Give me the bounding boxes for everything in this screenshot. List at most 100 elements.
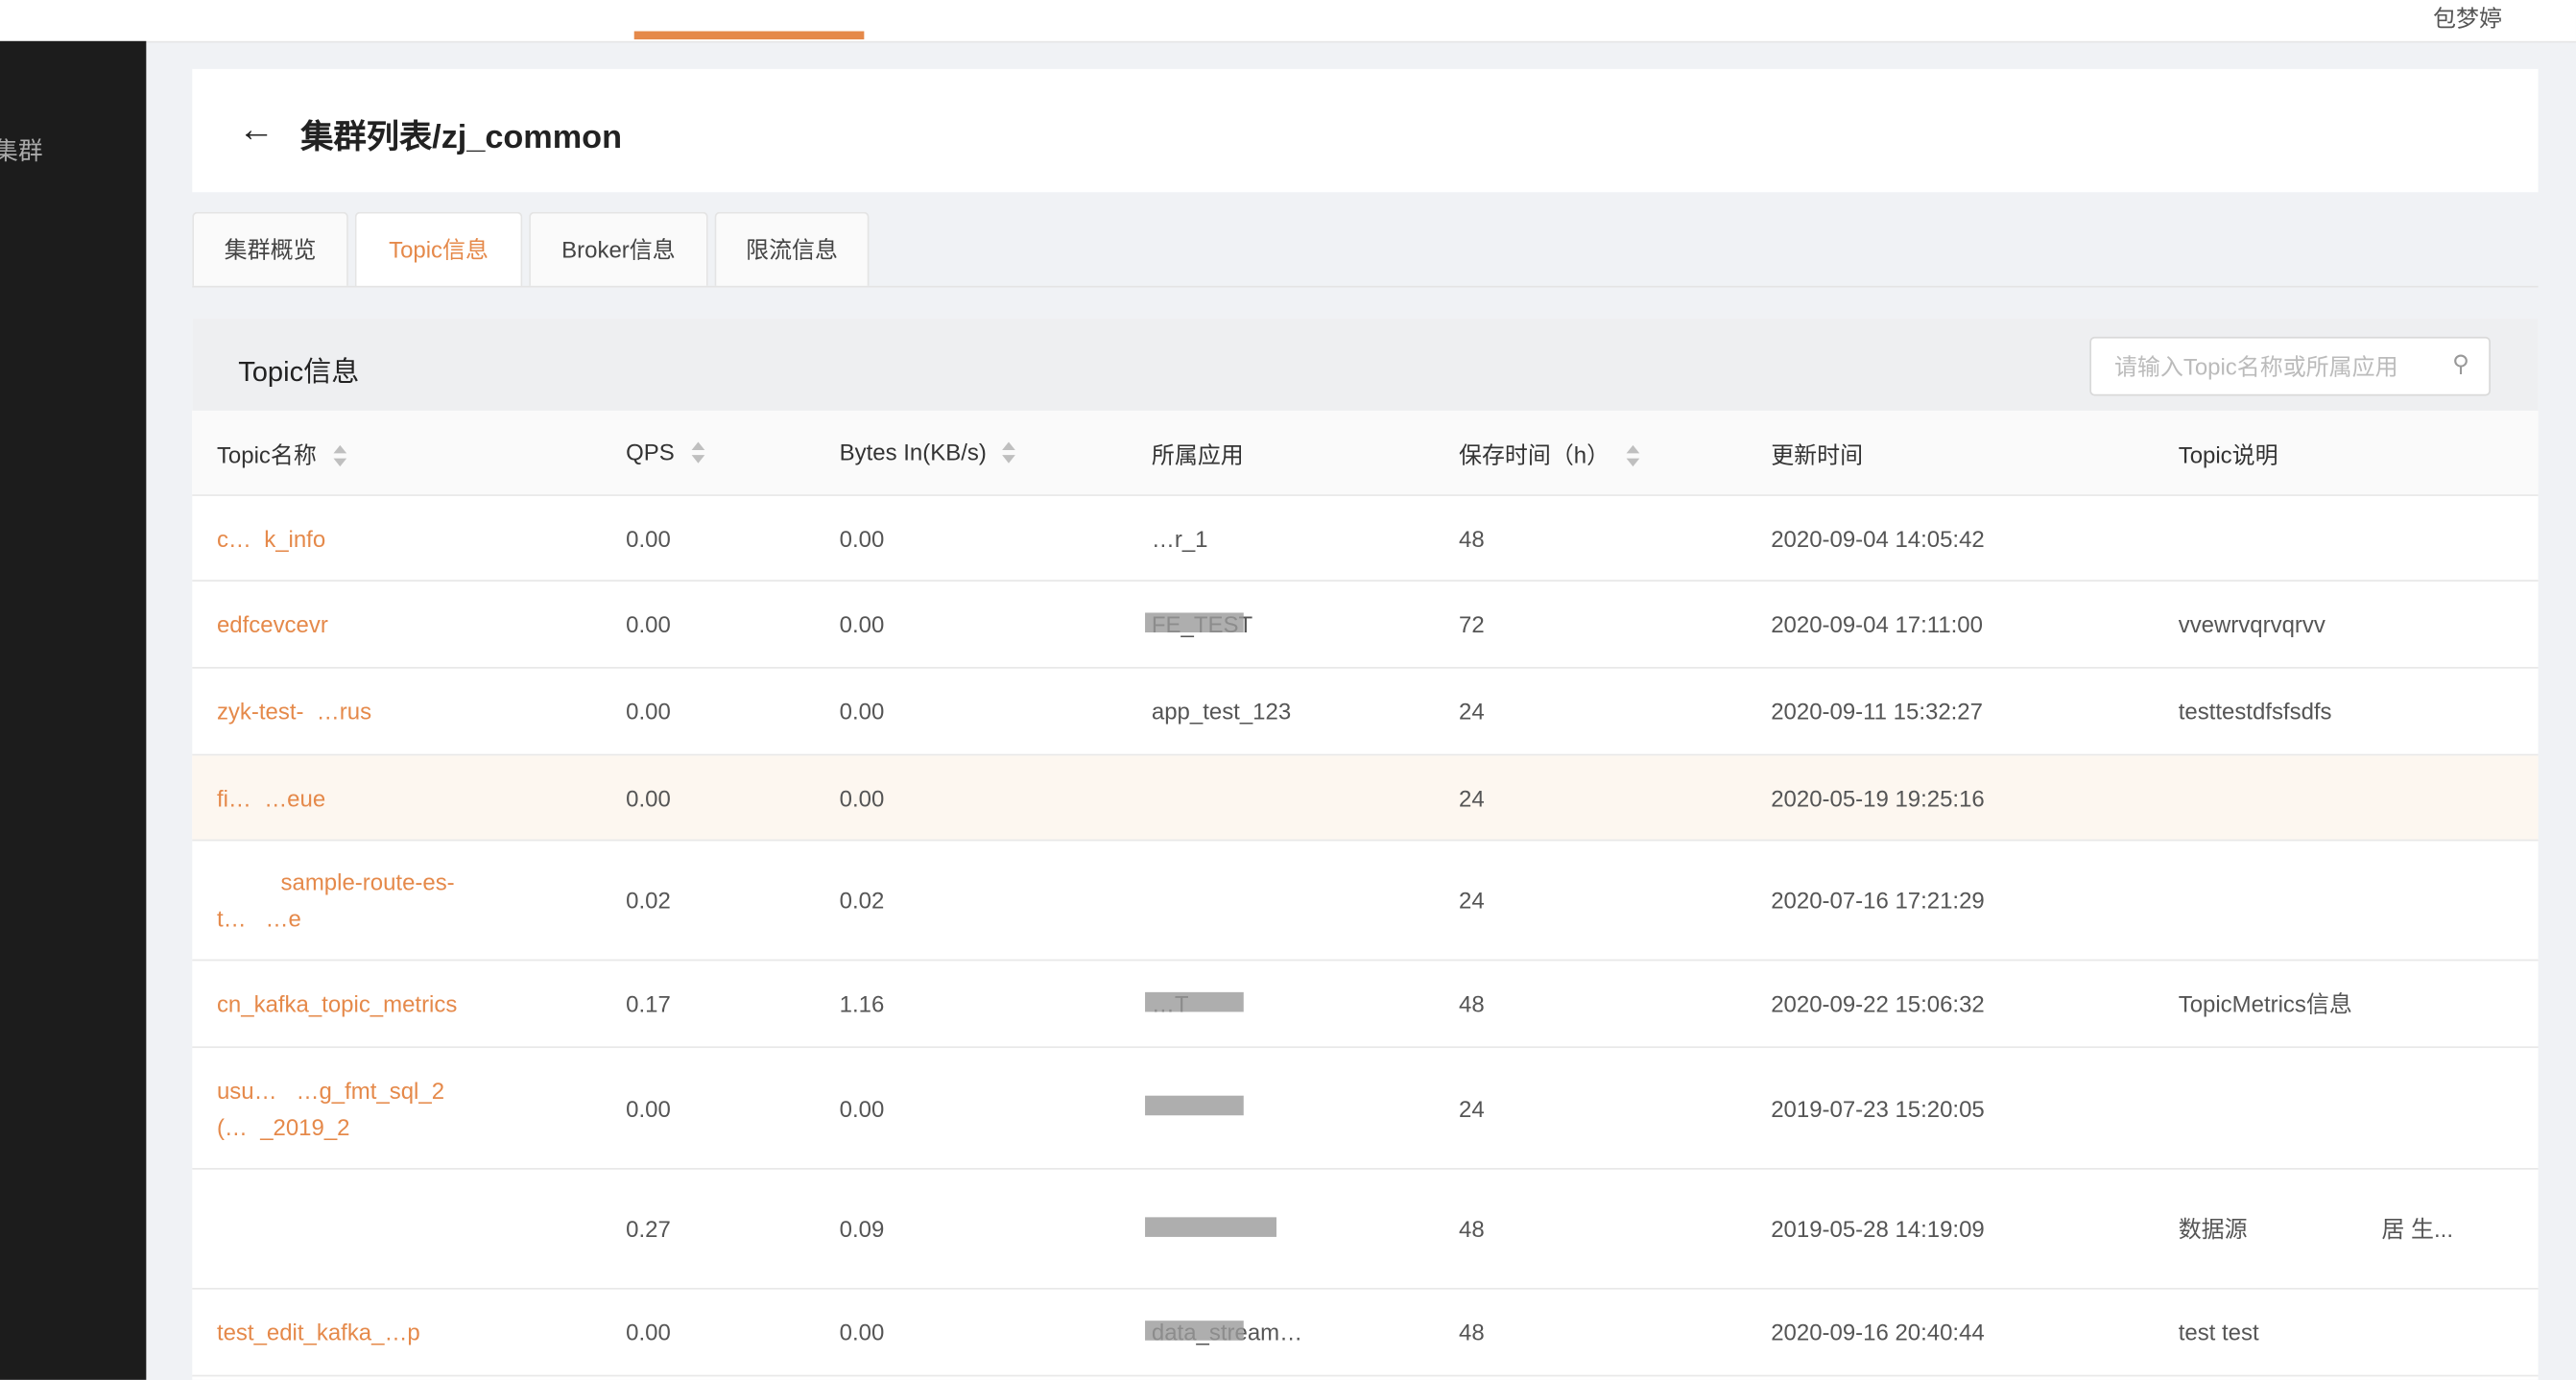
cell-app: …r_1 [1151, 524, 1208, 552]
col-app: 所属应用 [1151, 441, 1244, 468]
cell-bytes: 0.00 [839, 610, 885, 638]
cell-retention: 72 [1458, 610, 1485, 638]
col-description: Topic说明 [2178, 441, 2278, 468]
sidebar: 集群 [0, 40, 147, 1380]
cell-qps: 0.02 [626, 887, 671, 914]
cell-updated: 2020-05-19 19:25:16 [1771, 784, 1985, 811]
cell-updated: 2019-07-23 15:20:05 [1771, 1094, 1985, 1122]
cell-desc: testtestdfsfsdfs [2178, 698, 2332, 725]
cell-bytes: 1.16 [839, 990, 885, 1017]
cell-name[interactable]: cn_kafka_topic_metrics [216, 990, 458, 1017]
col-label: QPS [626, 439, 675, 465]
col-qps[interactable]: QPS [626, 439, 704, 467]
sort-icon[interactable] [1002, 440, 1016, 466]
col-label: Bytes In(KB/s) [839, 439, 987, 465]
cell-qps: 0.00 [626, 784, 671, 811]
tab-topic-info[interactable]: Topic信息 [354, 211, 523, 288]
table-row: c… k_info 0.00 0.00 …r_1 48 2020-09-04 14:05:… [192, 496, 2539, 582]
table-header: Topic名称 QPS Bytes In(KB/s) 所属应用 保存时间（h） … [192, 410, 2539, 496]
cell-qps: 0.00 [626, 698, 671, 725]
cell-updated: 2020-09-22 15:06:32 [1771, 990, 1985, 1017]
col-retention[interactable]: 保存时间（h） [1459, 439, 1639, 471]
table-row: zyk-test- …rus 0.00 0.00 app_test_123 24 2020… [192, 669, 2539, 756]
cell-retention: 48 [1458, 1319, 1485, 1345]
cell-retention: 24 [1458, 784, 1485, 811]
cell-name[interactable]: sample-route-es- t… …e [216, 868, 455, 932]
topic-card: Topic信息 ⚲ Topic名称 QPS Bytes In(KB/s) 所属应… [192, 319, 2539, 1380]
redaction-mark [1145, 1095, 1244, 1116]
cell-updated: 2020-09-04 17:11:00 [1771, 610, 1983, 638]
table-row: sample-route-es- t… …e 0.02 0.02 24 2020-07-… [192, 841, 2539, 962]
cell-bytes: 0.00 [839, 1319, 885, 1345]
col-label: 保存时间（h） [1458, 441, 1610, 468]
redaction-mark [1145, 611, 1244, 632]
col-updated: 更新时间 [1771, 441, 1864, 468]
cell-updated: 2020-09-04 14:05:42 [1771, 524, 1985, 552]
sort-icon[interactable] [690, 440, 704, 466]
search-box[interactable]: ⚲ [2089, 336, 2491, 396]
cell-retention: 24 [1458, 698, 1485, 725]
cell-updated: 2020-07-16 17:21:29 [1771, 887, 1985, 914]
cell-name[interactable]: edfcevcevr [216, 610, 328, 638]
table-row: usu… …g_fmt_sql_2 (… _2019_2 0.00 0.00 24 20… [192, 1048, 2539, 1170]
cell-desc: TopicMetrics信息 [2178, 990, 2352, 1017]
cell-name[interactable]: usu… …g_fmt_sql_2 (… _2019_2 [216, 1077, 445, 1140]
page-header: ← 集群列表/zj_common [192, 68, 2539, 193]
cell-name[interactable]: test_edit_kafka_…p [216, 1319, 420, 1345]
cell-name[interactable]: zyk-test- …rus [216, 698, 372, 725]
cell-desc: test test [2178, 1319, 2259, 1345]
cell-retention: 24 [1458, 887, 1485, 914]
cell-name[interactable]: fi… …eue [216, 784, 326, 811]
cell-qps: 0.27 [626, 1215, 671, 1243]
cell-retention: 24 [1458, 1094, 1485, 1122]
redaction-mark [1145, 1216, 1276, 1237]
tab-rate-limit-info[interactable]: 限流信息 [714, 211, 870, 286]
cell-updated: 2020-09-16 20:40:44 [1771, 1319, 1985, 1345]
user-name[interactable]: 包梦婷 [2433, 5, 2502, 32]
cell-bytes: 0.00 [839, 784, 885, 811]
cell-desc: vvewrvqrvqrvv [2178, 610, 2326, 638]
cell-retention: 48 [1458, 1215, 1485, 1243]
col-bytes-in[interactable]: Bytes In(KB/s) [840, 439, 1016, 467]
table-row: fi… …eue 0.00 0.00 24 2020-05-19 19:25:16 [192, 755, 2539, 842]
cell-bytes: 0.00 [839, 698, 885, 725]
search-input[interactable] [2111, 351, 2446, 382]
cell-qps: 0.00 [626, 1319, 671, 1345]
redaction-mark [1145, 1320, 1244, 1340]
cell-bytes: 0.09 [839, 1215, 885, 1243]
search-icon[interactable]: ⚲ [2452, 349, 2469, 376]
cell-qps: 0.17 [626, 990, 671, 1017]
cell-bytes: 0.02 [839, 887, 885, 914]
card-title: Topic信息 [238, 356, 360, 388]
cell-qps: 0.00 [626, 1094, 671, 1122]
table-row: 0.27 0.09 48 2019-05-28 14:19:09 数据源 居 生... [192, 1170, 2539, 1290]
cell-name[interactable]: c… k_info [216, 524, 326, 552]
card-header: Topic信息 ⚲ [192, 319, 2539, 411]
tab-broker-info[interactable]: Broker信息 [529, 211, 708, 286]
cell-qps: 0.00 [626, 524, 671, 552]
cell-desc: 数据源 居 生... [2178, 1215, 2453, 1243]
sort-icon[interactable] [332, 444, 346, 470]
col-topic-name[interactable]: Topic名称 [217, 439, 346, 471]
col-label: Topic名称 [216, 441, 317, 468]
cell-bytes: 0.00 [839, 1094, 885, 1122]
sidebar-item-cluster[interactable]: 集群 [0, 137, 43, 166]
cell-updated: 2019-05-28 14:19:09 [1771, 1215, 1985, 1243]
table-row: test_edit_kafka_…p0.000.00data_stream…48… [192, 1290, 2539, 1377]
back-arrow-icon[interactable]: ← [238, 107, 274, 150]
tab-cluster-overview[interactable]: 集群概览 [192, 211, 348, 286]
cell-updated: 2020-09-11 15:32:27 [1771, 698, 1983, 725]
active-nav-indicator [633, 31, 865, 40]
tab-divider [192, 285, 2539, 288]
table-row: cn_kafka_topic_metrics0.171.16…T482020-0… [192, 961, 2539, 1049]
cell-retention: 48 [1458, 990, 1485, 1017]
cell-retention: 48 [1458, 524, 1485, 552]
cell-qps: 0.00 [626, 610, 671, 638]
page-title: 集群列表/zj_common [300, 119, 623, 156]
top-bar: 包梦婷 [0, 0, 2576, 43]
cell-bytes: 0.00 [839, 524, 885, 552]
redaction-mark [1145, 991, 1244, 1011]
sort-icon[interactable] [1626, 444, 1639, 470]
cell-app: app_test_123 [1151, 698, 1292, 725]
